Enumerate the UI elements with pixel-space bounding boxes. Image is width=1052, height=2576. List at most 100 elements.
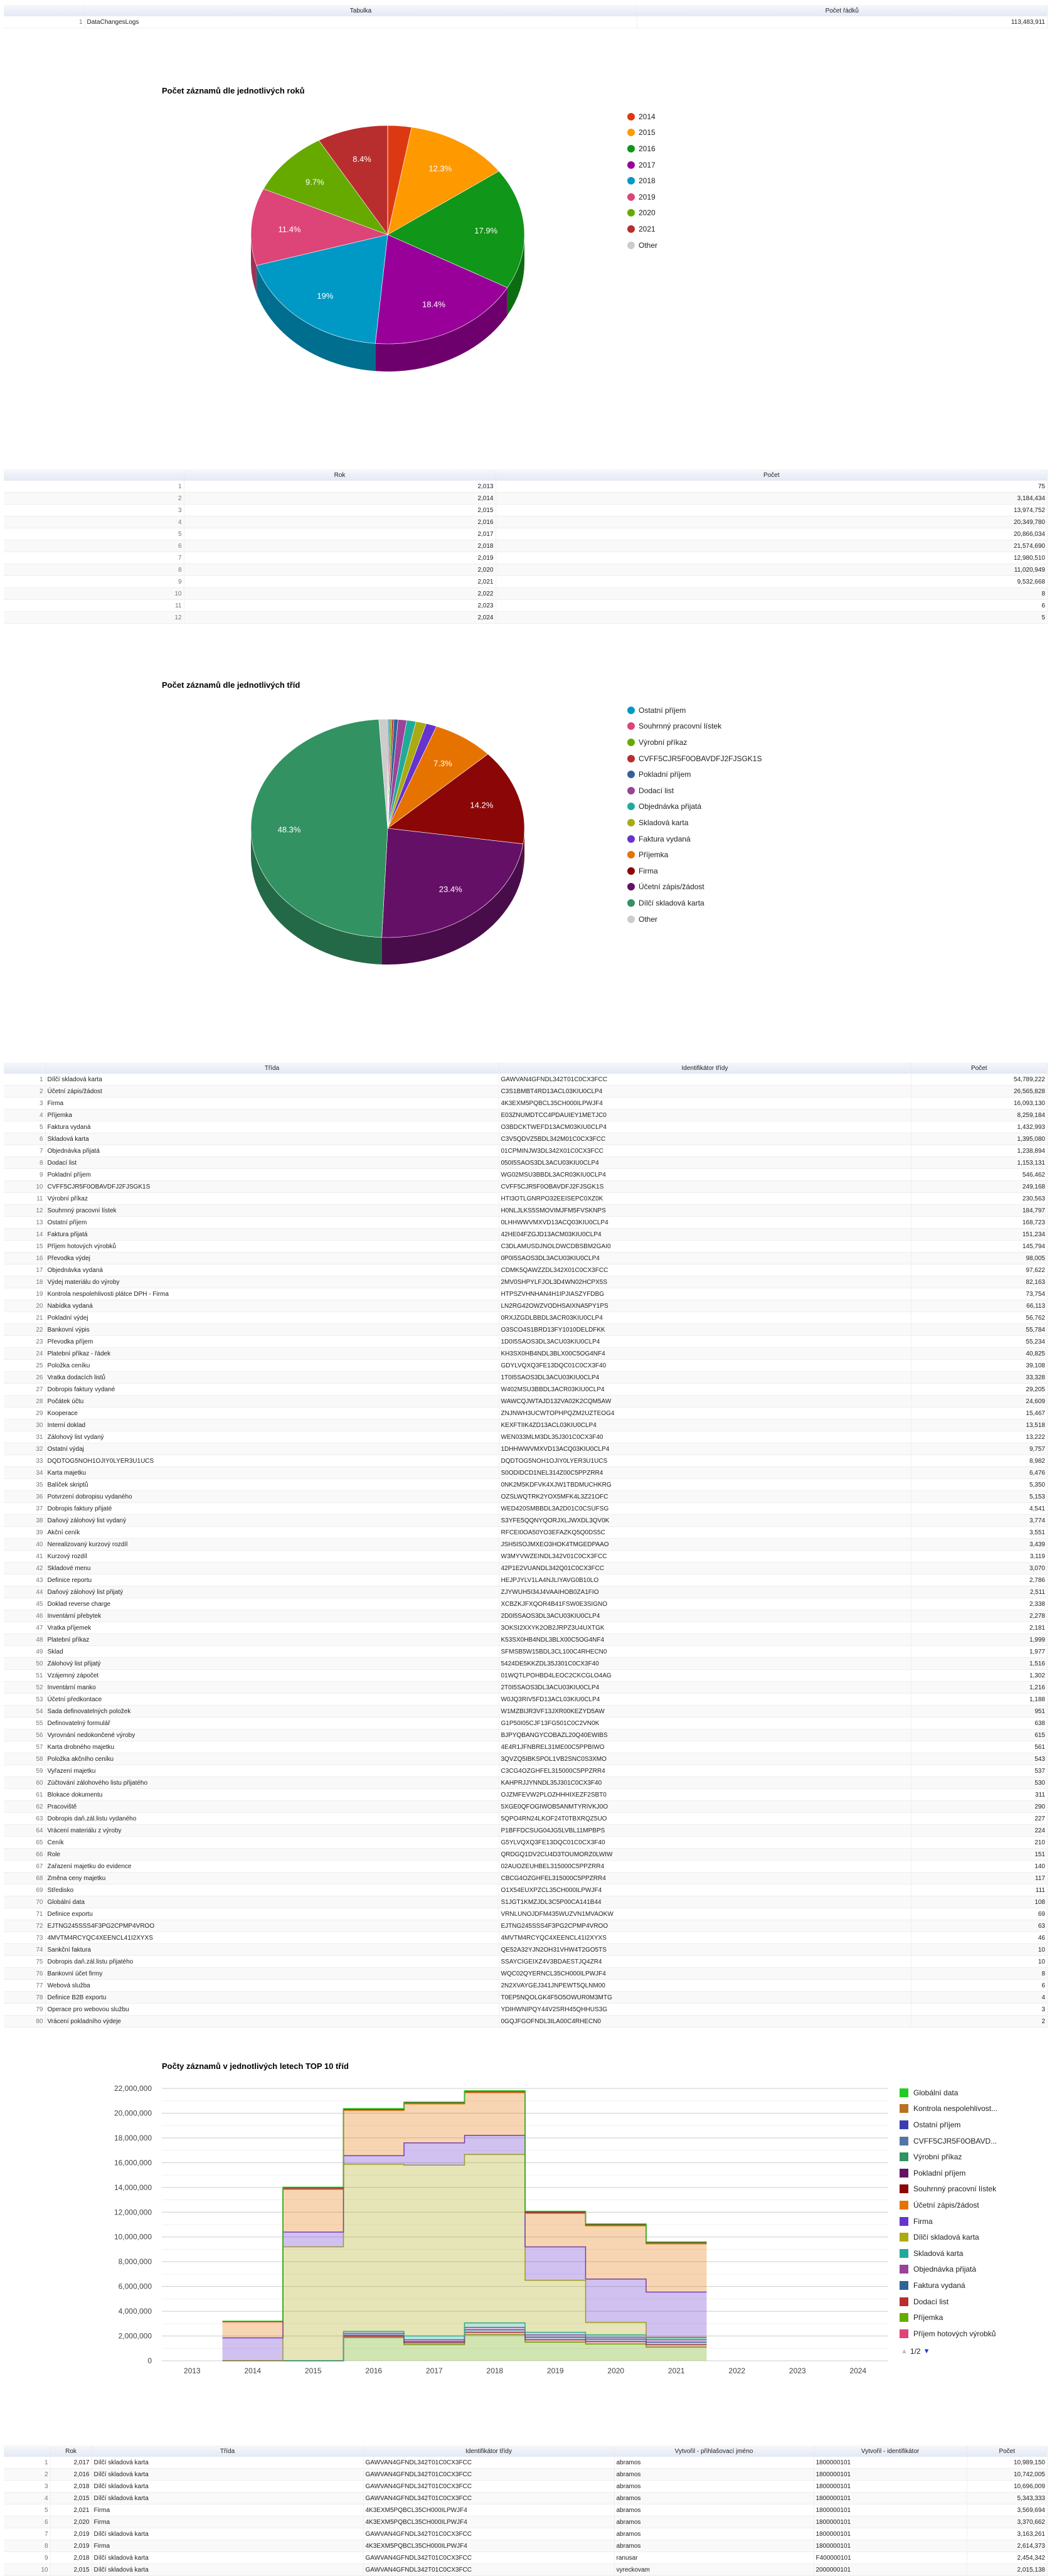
col-header-vytvoril-id[interactable]: Vytvořil - identifikátor — [814, 2445, 967, 2457]
legend-item[interactable]: Firma — [627, 863, 762, 879]
legend-item[interactable]: Kontrola nespolehlivost... — [900, 2101, 997, 2117]
legend-item[interactable]: Faktura vydaná — [900, 2277, 997, 2294]
legend-item[interactable]: Faktura vydaná — [627, 831, 762, 847]
legend-item[interactable]: Pokladní příjem — [627, 766, 762, 783]
legend-item[interactable]: 2017 — [627, 157, 657, 173]
legend-item[interactable]: Pokladní příjem — [900, 2165, 997, 2181]
col-header-vytvoril-jmeno[interactable]: Vytvořil - přihlašovací jméno — [614, 2445, 814, 2457]
legend-item[interactable]: 2016 — [627, 141, 657, 157]
col-header-pocet[interactable]: Počet — [496, 469, 1048, 481]
legend-item[interactable]: Skladová karta — [900, 2245, 997, 2262]
col-header-rok[interactable]: Rok — [184, 469, 496, 481]
legend-item[interactable]: CVFF5CJR5F0OBAVD... — [900, 2133, 997, 2149]
col-header-pocet[interactable]: Počet — [967, 2445, 1048, 2457]
legend-item[interactable]: 2020 — [627, 205, 657, 222]
legend-item[interactable]: Výrobní příkaz — [627, 734, 762, 751]
legend-item[interactable]: Other — [627, 911, 762, 927]
legend-item[interactable]: Dílčí skladová karta — [627, 895, 762, 911]
legend-item[interactable]: Objednávka přijatá — [900, 2262, 997, 2278]
col-header-identifikator[interactable]: Identifikátor třídy — [499, 1062, 911, 1074]
col-header-trida[interactable]: Třída — [92, 2445, 363, 2457]
legend-item[interactable]: Other — [627, 237, 657, 254]
legend-item[interactable]: Účetní zápis/žádost — [900, 2197, 997, 2213]
col-header-trida[interactable]: Třída — [45, 1062, 499, 1074]
legend-item[interactable]: Ostatní příjem — [900, 2117, 997, 2133]
legend-item[interactable]: Souhrnný pracovní lístek — [900, 2181, 997, 2198]
col-header-identifikator[interactable]: Identifikátor třídy — [363, 2445, 614, 2457]
legend-item[interactable]: Příjemka — [627, 847, 762, 863]
legend-item[interactable]: 2014 — [627, 109, 657, 125]
legend-item[interactable]: Souhrnný pracovní lístek — [627, 719, 762, 735]
legend-item[interactable]: 2019 — [627, 189, 657, 205]
legend-item[interactable]: Ostatní příjem — [627, 702, 762, 719]
legend-item[interactable]: CVFF5CJR5F0OBAVDFJ2FJSGK1S — [627, 751, 762, 767]
legend-item[interactable]: Objednávka přijatá — [627, 799, 762, 815]
legend-item[interactable]: Dodací list — [627, 783, 762, 799]
